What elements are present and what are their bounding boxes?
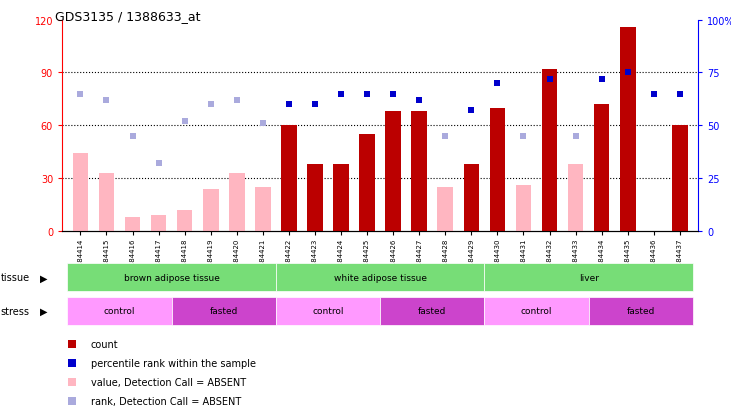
Bar: [385, 112, 401, 231]
Text: control: control: [104, 306, 135, 315]
Text: fasted: fasted: [210, 306, 238, 315]
Text: liver: liver: [579, 273, 599, 282]
Text: value, Detection Call = ABSENT: value, Detection Call = ABSENT: [91, 377, 246, 387]
Bar: [307, 165, 323, 231]
Text: brown adipose tissue: brown adipose tissue: [124, 273, 219, 282]
Bar: [125, 217, 140, 231]
Bar: [485, 264, 693, 292]
Text: white adipose tissue: white adipose tissue: [333, 273, 427, 282]
Bar: [229, 173, 245, 231]
Bar: [151, 216, 167, 231]
Bar: [542, 70, 557, 231]
Bar: [380, 297, 485, 325]
Bar: [594, 105, 610, 231]
Text: fasted: fasted: [418, 306, 447, 315]
Bar: [412, 112, 427, 231]
Bar: [490, 109, 505, 231]
Bar: [672, 126, 688, 231]
Text: rank, Detection Call = ABSENT: rank, Detection Call = ABSENT: [91, 396, 241, 406]
Bar: [281, 126, 297, 231]
Bar: [172, 297, 276, 325]
Bar: [72, 154, 88, 231]
Bar: [568, 165, 583, 231]
Bar: [276, 264, 485, 292]
Bar: [437, 188, 453, 231]
Bar: [515, 186, 531, 231]
Text: ▶: ▶: [40, 273, 48, 283]
Text: control: control: [312, 306, 344, 315]
Bar: [485, 297, 588, 325]
Text: fasted: fasted: [626, 306, 655, 315]
Bar: [620, 28, 635, 231]
Bar: [67, 264, 276, 292]
Bar: [99, 173, 114, 231]
Bar: [203, 189, 219, 231]
Bar: [67, 297, 172, 325]
Text: control: control: [520, 306, 552, 315]
Text: stress: stress: [1, 306, 30, 316]
Bar: [359, 135, 375, 231]
Text: count: count: [91, 339, 118, 349]
Text: ▶: ▶: [40, 306, 48, 316]
Text: percentile rank within the sample: percentile rank within the sample: [91, 358, 256, 368]
Bar: [276, 297, 380, 325]
Bar: [255, 188, 270, 231]
Bar: [177, 210, 192, 231]
Bar: [588, 297, 693, 325]
Text: tissue: tissue: [1, 273, 30, 283]
Bar: [463, 165, 479, 231]
Bar: [333, 165, 349, 231]
Text: GDS3135 / 1388633_at: GDS3135 / 1388633_at: [55, 10, 200, 23]
